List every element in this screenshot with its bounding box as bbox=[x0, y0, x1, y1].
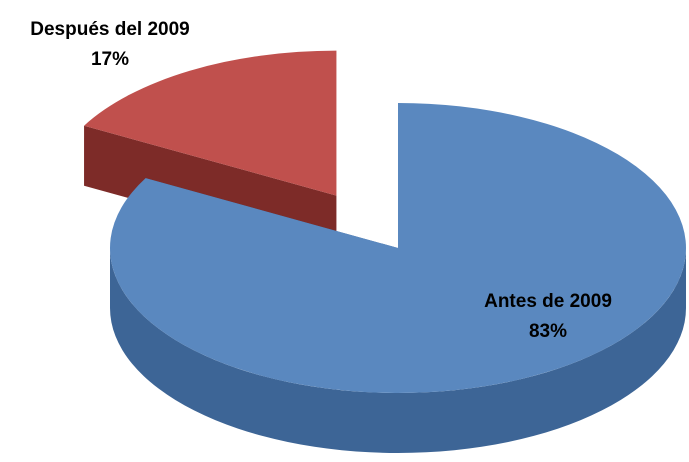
slice bbox=[109, 103, 686, 394]
slice-label: Antes de 2009 bbox=[484, 291, 612, 312]
slice-side bbox=[110, 248, 686, 453]
slice-value-label: 17% bbox=[91, 49, 129, 70]
slice bbox=[84, 50, 337, 196]
slice-value-label: 83% bbox=[529, 321, 567, 342]
slice-label: Después del 2009 bbox=[30, 19, 189, 40]
